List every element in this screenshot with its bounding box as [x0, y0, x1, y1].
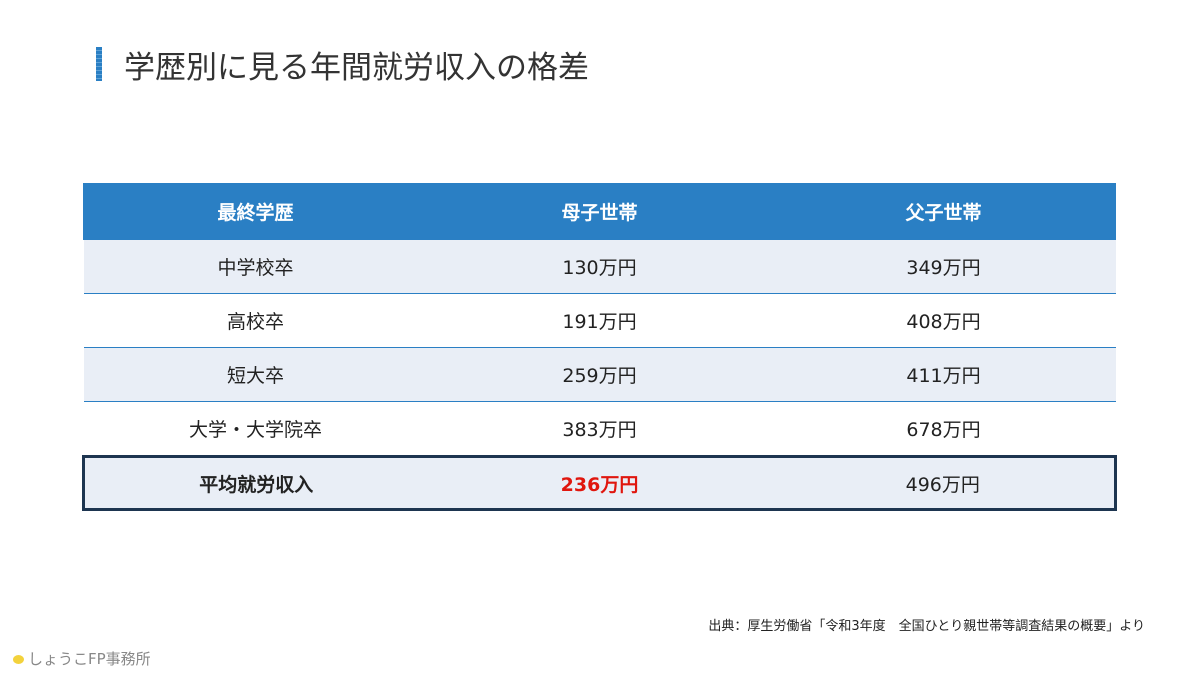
highlight-cell: 236万円 — [427, 455, 772, 511]
cell: 678万円 — [771, 401, 1116, 457]
header-row: 最終学歴 母子世帯 父子世帯 — [83, 183, 1116, 240]
table-row: 大学・大学院卒 383万円 678万円 — [83, 401, 1116, 457]
cell: 191万円 — [427, 293, 772, 348]
table-row: 短大卒 259万円 411万円 — [83, 347, 1116, 402]
source-note: 出典：厚生労働省「令和3年度 全国ひとり親世帯等調査結果の概要」より — [708, 619, 1145, 634]
table-row: 高校卒 191万円 408万円 — [83, 293, 1116, 348]
income-table: 最終学歴 母子世帯 父子世帯 中学校卒 130万円 349万円 高校卒 191万… — [82, 183, 1117, 511]
average-row: 平均就労収入 236万円 496万円 — [82, 455, 1117, 511]
cell: 大学・大学院卒 — [83, 401, 428, 457]
title-accent — [96, 47, 102, 81]
table-row: 中学校卒 130万円 349万円 — [83, 239, 1116, 294]
cell: 383万円 — [427, 401, 772, 457]
cell: 411万円 — [771, 347, 1116, 402]
table-body: 中学校卒 130万円 349万円 高校卒 191万円 408万円 短大卒 259… — [82, 239, 1117, 511]
table-header: 最終学歴 母子世帯 父子世帯 — [83, 183, 1116, 240]
cell: 408万円 — [771, 293, 1116, 348]
column-header: 最終学歴 — [83, 183, 428, 240]
cell: 349万円 — [771, 239, 1116, 294]
slide-title: 学歴別に見る年間就労収入の格差 — [124, 50, 589, 86]
brand-icon — [13, 655, 24, 664]
cell: 平均就労収入 — [82, 455, 428, 511]
brand: しょうこFP事務所 — [13, 648, 151, 669]
cell: 259万円 — [427, 347, 772, 402]
brand-text: しょうこFP事務所 — [28, 650, 151, 668]
column-header: 父子世帯 — [771, 183, 1116, 240]
cell: 130万円 — [427, 239, 772, 294]
cell: 高校卒 — [83, 293, 428, 348]
cell: 短大卒 — [83, 347, 428, 402]
cell: 496万円 — [771, 455, 1117, 511]
cell: 中学校卒 — [83, 239, 428, 294]
column-header: 母子世帯 — [427, 183, 772, 240]
